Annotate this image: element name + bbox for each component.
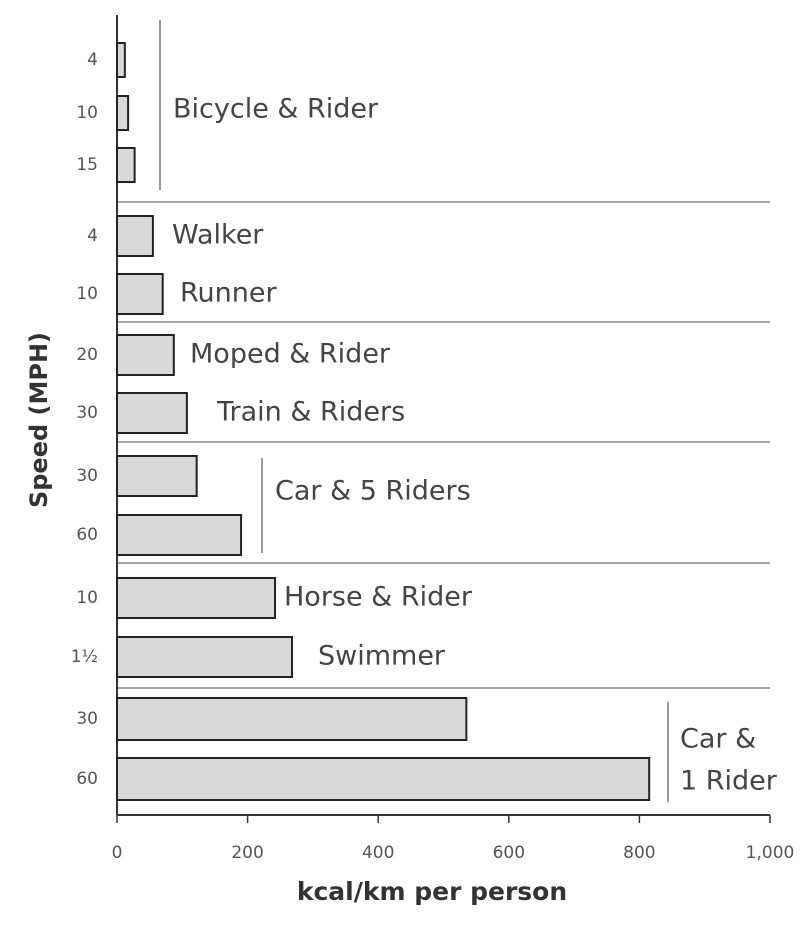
- y-tick-label: 60: [76, 525, 98, 545]
- bar: [117, 274, 163, 314]
- group-label: Runner: [180, 278, 277, 309]
- group-label: Horse & Rider: [284, 582, 473, 613]
- group-label: Walker: [172, 220, 264, 251]
- group-label: Car &: [680, 724, 756, 755]
- bar: [117, 637, 292, 677]
- group-label: 1 Rider: [680, 766, 778, 797]
- y-tick-label: 10: [76, 284, 98, 304]
- bar: [117, 393, 187, 433]
- y-tick-label: 4: [87, 50, 98, 70]
- bar: [117, 515, 241, 555]
- bar: [117, 698, 466, 740]
- bar: [117, 148, 135, 182]
- y-tick-label: 30: [76, 403, 98, 423]
- bar: [117, 43, 125, 77]
- group-label: Moped & Rider: [190, 339, 391, 370]
- x-tick-label: 400: [362, 843, 394, 863]
- x-tick-label: 600: [493, 843, 525, 863]
- y-axis-title: Speed (MPH): [25, 332, 53, 508]
- bar: [117, 335, 174, 375]
- group-label: Bicycle & Rider: [173, 94, 379, 125]
- bar: [117, 456, 197, 496]
- y-tick-label: 10: [76, 588, 98, 608]
- group-label: Car & 5 Riders: [275, 476, 471, 507]
- y-tick-label: 20: [76, 345, 98, 365]
- y-tick-label: 15: [76, 155, 98, 175]
- x-tick-label: 800: [623, 843, 655, 863]
- y-tick-label: 10: [76, 103, 98, 123]
- y-tick-label: 4: [87, 226, 98, 246]
- bar: [117, 758, 649, 800]
- x-tick-label: 200: [231, 843, 263, 863]
- y-tick-label: 60: [76, 769, 98, 789]
- y-tick-label: 30: [76, 466, 98, 486]
- y-tick-label: 1½: [71, 647, 98, 667]
- group-label: Swimmer: [318, 641, 446, 672]
- chart: Speed (MPH) kcal/km per person 0 200 400 60…: [0, 0, 805, 926]
- y-tick-label: 30: [76, 709, 98, 729]
- x-axis-title: kcal/km per person: [297, 877, 567, 906]
- bar: [117, 578, 275, 618]
- x-tick-label: 0: [112, 843, 123, 863]
- x-tick-label: 1,000: [746, 843, 795, 863]
- bar: [117, 96, 128, 130]
- group-label: Train & Riders: [216, 397, 405, 428]
- bar: [117, 216, 153, 256]
